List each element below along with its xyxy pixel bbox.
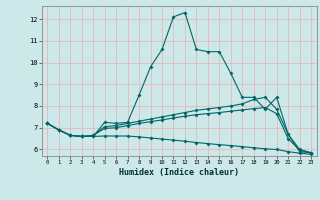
X-axis label: Humidex (Indice chaleur): Humidex (Indice chaleur) [119, 168, 239, 177]
